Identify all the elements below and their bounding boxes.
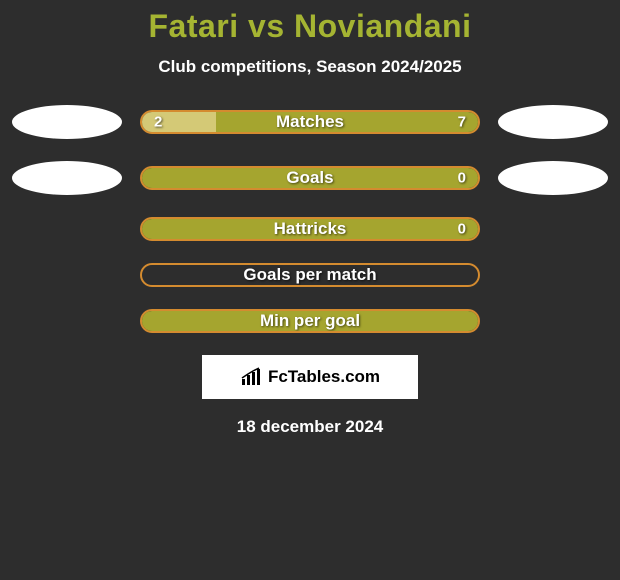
brand-box: FcTables.com — [202, 355, 418, 399]
subtitle: Club competitions, Season 2024/2025 — [0, 57, 620, 77]
bar-value-right: 0 — [458, 170, 466, 187]
stat-bar: 2 7 Matches — [140, 110, 480, 134]
date-text: 18 december 2024 — [0, 417, 620, 437]
player-badge-left — [12, 161, 122, 195]
page-title: Fatari vs Noviandani — [0, 8, 620, 45]
stat-row: 0 Goals — [0, 161, 620, 195]
player-badge-right — [498, 161, 608, 195]
bar-value-left: 2 — [154, 114, 162, 131]
bar-fill-right — [216, 112, 478, 132]
bar-label: Min per goal — [260, 311, 360, 331]
stat-rows: 2 7 Matches 0 Goals 0 Hattricks Goals per match… — [0, 105, 620, 333]
bar-value-right: 7 — [458, 114, 466, 131]
stat-bar: Min per goal — [140, 309, 480, 333]
stat-row: Min per goal — [0, 309, 620, 333]
bar-label: Goals — [286, 168, 333, 188]
brand-text: FcTables.com — [268, 367, 380, 387]
stat-bar: 0 Goals — [140, 166, 480, 190]
stat-row: 2 7 Matches — [0, 105, 620, 139]
bar-label: Matches — [276, 112, 344, 132]
bar-label: Goals per match — [243, 265, 376, 285]
player-badge-left — [12, 105, 122, 139]
bar-label: Hattricks — [274, 219, 347, 239]
bar-value-right: 0 — [458, 221, 466, 238]
comparison-container: Fatari vs Noviandani Club competitions, … — [0, 0, 620, 437]
chart-icon — [240, 367, 266, 387]
player-badge-right — [498, 105, 608, 139]
stat-bar: Goals per match — [140, 263, 480, 287]
stat-row: 0 Hattricks — [0, 217, 620, 241]
stat-row: Goals per match — [0, 263, 620, 287]
stat-bar: 0 Hattricks — [140, 217, 480, 241]
